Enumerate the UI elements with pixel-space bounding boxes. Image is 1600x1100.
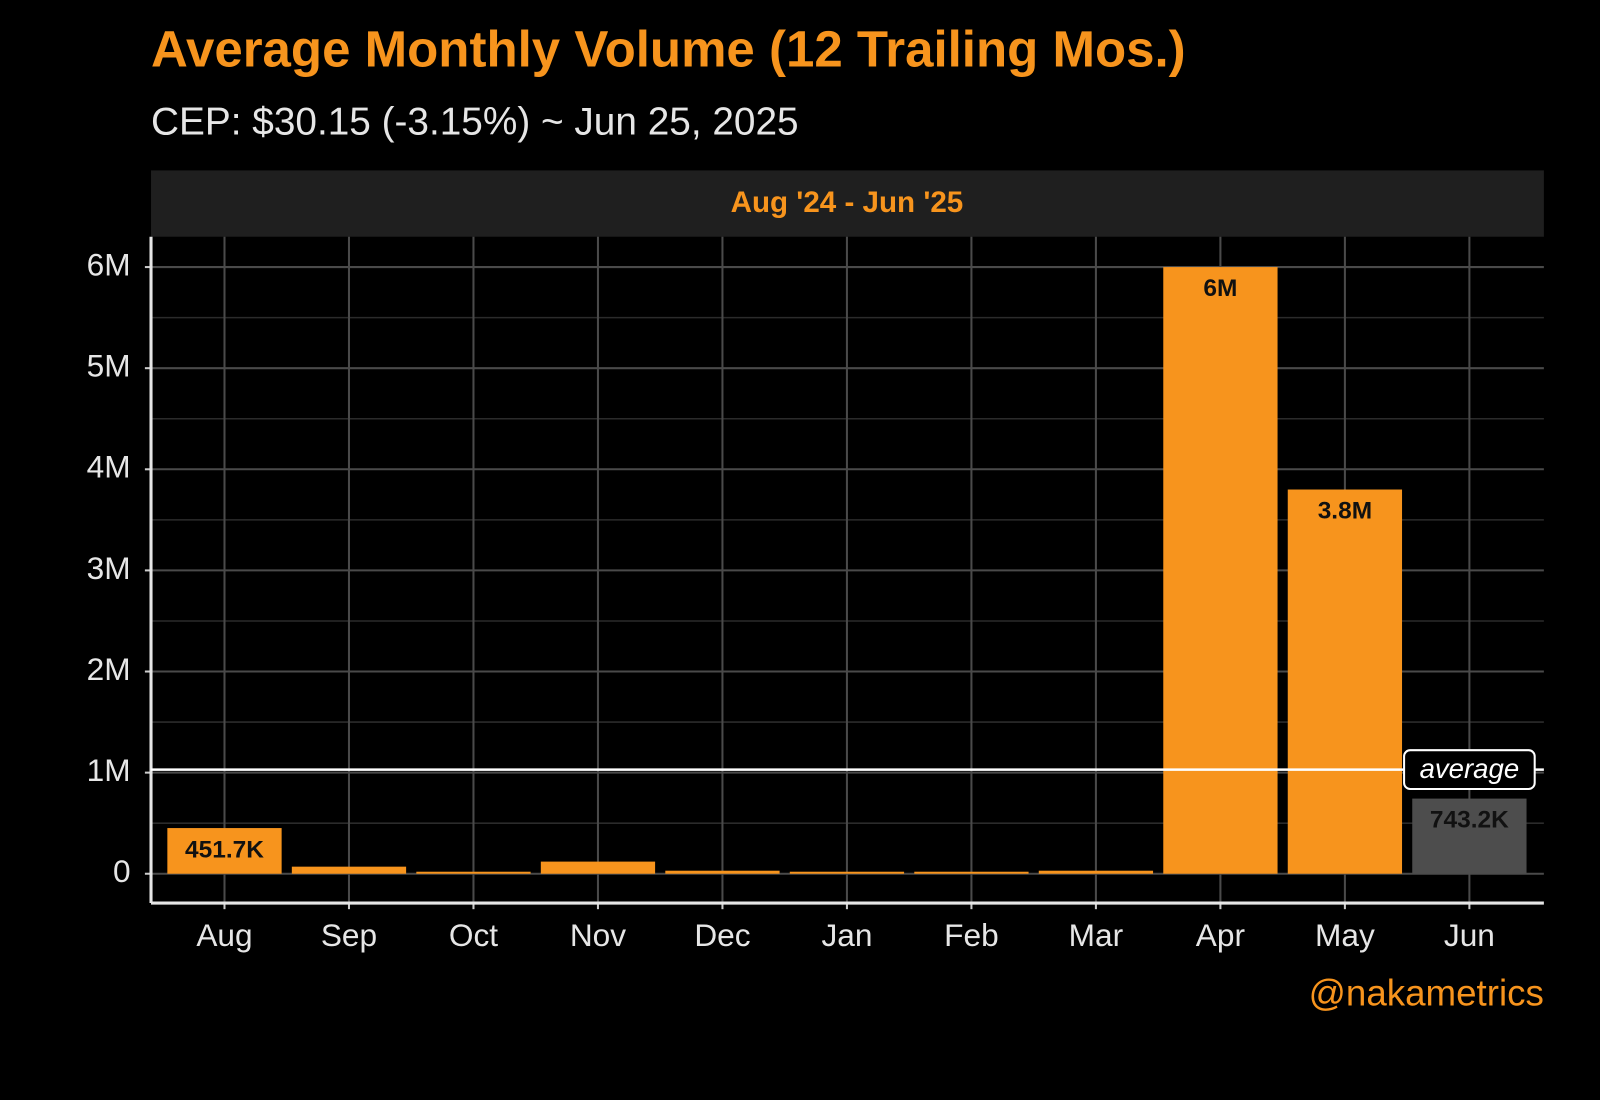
y-tick-label: 1M: [87, 752, 131, 788]
bar: [540, 861, 656, 874]
data-label: 3.8M: [1318, 497, 1372, 524]
y-tick-label: 0: [113, 853, 131, 889]
chart-subtitle: CEP: $30.15 (-3.15%) ~ Jun 25, 2025: [151, 101, 799, 144]
y-tick-label: 4M: [87, 449, 131, 485]
average-label-box: [1403, 749, 1536, 791]
x-tick-label: Jun: [1444, 917, 1495, 953]
x-tick-label: Dec: [694, 917, 750, 953]
average-label: average: [1420, 753, 1520, 784]
bar: [167, 828, 282, 874]
data-label: 743.2K: [1430, 807, 1509, 834]
y-tick-label: 6M: [87, 246, 131, 282]
bar: [1287, 489, 1403, 874]
x-tick-label: Apr: [1196, 917, 1245, 953]
x-tick-label: Feb: [944, 917, 999, 953]
x-tick-label: Aug: [196, 917, 252, 953]
y-tick-label: 3M: [87, 550, 131, 586]
data-label: 451.7K: [185, 836, 264, 863]
x-tick-label: Nov: [570, 917, 626, 953]
bar: [1163, 267, 1278, 874]
x-tick-label: Mar: [1069, 917, 1123, 953]
x-tick-label: Oct: [449, 917, 498, 953]
bar: [789, 871, 905, 874]
bar: [914, 871, 1029, 874]
x-tick-label: Jan: [821, 917, 872, 953]
y-tick-label: 2M: [87, 651, 131, 687]
panel-label: Aug '24 - Jun '25: [731, 186, 964, 219]
watermark: @nakametrics: [1309, 973, 1544, 1014]
bar: [1038, 870, 1154, 874]
x-tick-label: Sep: [321, 917, 377, 953]
data-label: 6M: [1203, 275, 1237, 302]
panel-strip: [151, 170, 1544, 237]
bar: [1412, 798, 1527, 874]
bar: [416, 871, 531, 874]
bar: [665, 870, 780, 874]
chart-title: Average Monthly Volume (12 Trailing Mos.…: [151, 21, 1186, 78]
y-tick-label: 5M: [87, 348, 131, 384]
bar: [291, 866, 407, 874]
x-tick-label: May: [1315, 917, 1375, 953]
